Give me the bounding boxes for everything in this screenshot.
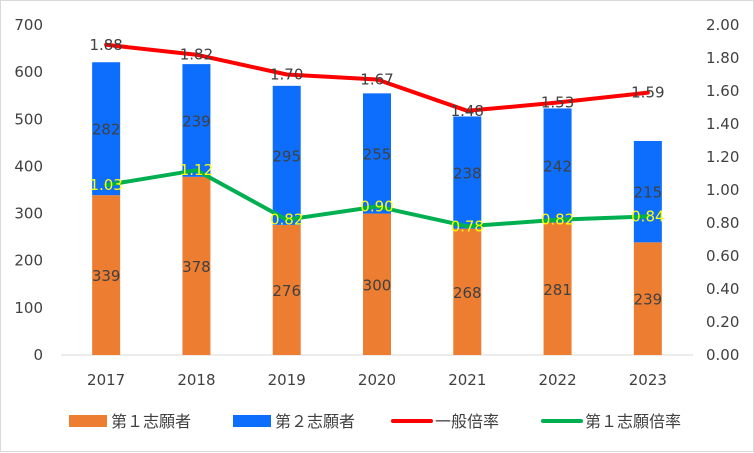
y-right-tick-label: 1.60 [706,82,739,100]
bar-second-choice-label: 295 [272,147,301,165]
bar-first-choice [182,176,211,355]
y-right-tick-label: 0.20 [706,313,739,331]
y-right-tick-label: 0.00 [706,346,739,364]
legend-first-choice-swatch [69,415,107,427]
bar-first-choice [363,213,391,355]
line-general-ratio-label: 1.48 [451,102,484,120]
bar-second-choice-label: 282 [92,121,121,139]
legend-second-choice-label: 第２志願者 [275,412,355,431]
legend-first-choice-label: 第１志願者 [111,412,191,431]
line-general-ratio [104,42,650,113]
y-left-tick-label: 400 [14,157,43,175]
y-right-tick-label: 0.60 [706,247,739,265]
y-left-tick-label: 200 [14,252,43,270]
line-first-choice-ratio-label: 1.03 [89,176,122,194]
y-right-tick-label: 2.00 [706,16,739,34]
x-tick-label: 2017 [87,371,125,389]
line-general-ratio-label: 1.82 [180,46,213,64]
line-general-ratio-label: 1.59 [631,84,664,102]
bar-second-choice-label: 239 [182,112,211,130]
line-general-ratio-label: 1.70 [270,66,303,84]
y-left-tick-label: 700 [14,16,43,34]
x-tick-label: 2022 [538,371,576,389]
bar-first-choice-label: 378 [182,258,211,276]
bar-second-choice [272,85,301,225]
line-first-choice-ratio-label: 1.12 [180,161,213,179]
y-left-tick-label: 100 [14,299,43,317]
bar-first-choice-label: 339 [92,267,121,285]
y-right-tick-label: 1.00 [706,181,739,199]
y-left-tick-label: 600 [14,63,43,81]
line-first-choice-ratio-label: 0.84 [631,207,664,225]
data-labels-layer: 339 378 276 300 268 281 239 282 239 295 255 238 242 2… [89,36,664,309]
bar-second-choice-label: 215 [634,184,663,202]
bar-first-choice [633,242,662,355]
legend-second-choice-swatch [233,415,271,427]
legend-general-ratio-label: 一般倍率 [435,412,499,431]
bars-layer [92,62,662,355]
bar-first-choice-label: 281 [543,281,572,299]
y-left-tick-label: 0 [33,346,43,364]
line-general-ratio-label: 1.88 [89,36,122,54]
bar-first-choice [543,222,572,355]
bar-second-choice [543,108,572,223]
x-tick-label: 2019 [268,371,306,389]
bar-first-choice-label: 239 [634,291,663,309]
line-general-ratio-label: 1.67 [360,70,393,88]
bar-first-choice [92,195,121,355]
x-tick-label: 2020 [358,371,396,389]
y-right-tick-label: 1.40 [706,115,739,133]
x-tick-label: 2021 [448,371,486,389]
axes-layer: 0 100 200 300 400 500 600 700 0.00 0.20 0.40 0.60 0.… [14,16,739,389]
line-general-ratio-label: 1.53 [541,94,574,112]
bar-first-choice [453,228,482,355]
line-first-choice-ratio-label: 0.90 [360,198,393,216]
line-first-choice-ratio-label: 0.78 [451,217,484,235]
y-right-tick-label: 0.40 [706,280,739,298]
y-left-tick-label: 300 [14,205,43,223]
bar-first-choice-label: 268 [453,284,482,302]
bar-first-choice-label: 300 [363,276,392,294]
bar-second-choice-label: 242 [543,157,572,175]
bar-first-choice [272,224,301,355]
y-right-tick-label: 1.20 [706,148,739,166]
bar-second-choice [363,93,391,214]
bar-second-choice-label: 238 [453,165,482,183]
bar-second-choice [92,62,121,196]
bar-first-choice-label: 276 [272,282,301,300]
y-right-tick-label: 0.80 [706,214,739,232]
x-tick-label: 2023 [629,371,667,389]
legend: 第１志願者 第２志願者 一般倍率 第１志願倍率 [69,412,681,431]
x-tick-label: 2018 [177,371,215,389]
bar-second-choice [182,64,211,177]
legend-first-choice-ratio-label: 第１志願倍率 [585,412,681,431]
bar-second-choice [633,140,662,243]
y-left-tick-label: 500 [14,110,43,128]
y-right-tick-label: 1.80 [706,49,739,67]
lines-layer [104,42,650,229]
line-first-choice-ratio [104,168,650,229]
bar-second-choice-label: 255 [363,145,392,163]
bar-second-choice [453,116,482,229]
line-first-choice-ratio-label: 0.82 [270,211,303,229]
line-first-choice-ratio-label: 0.82 [541,211,574,229]
